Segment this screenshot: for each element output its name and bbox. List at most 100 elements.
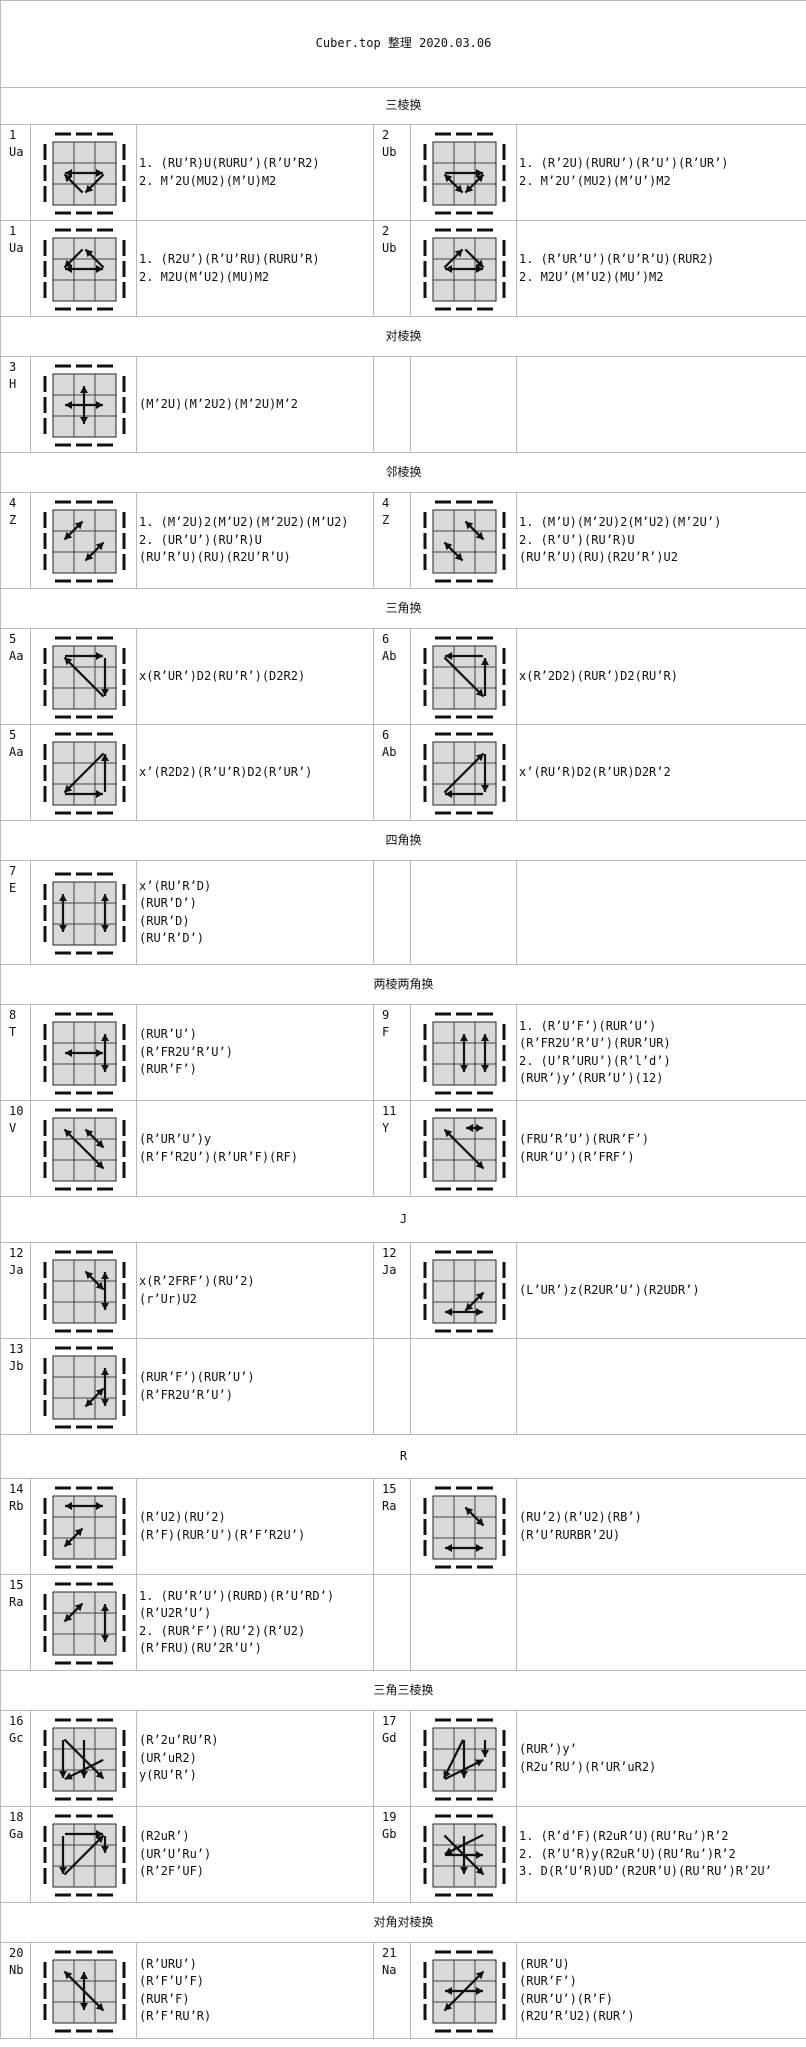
section-row: 对棱换 [0,316,806,357]
algorithm-line: (r’Ur)U2 [139,1291,197,1306]
case-id-cell: 12 Ja [373,1242,411,1339]
arrow-head [79,385,88,393]
algorithm-line: (UR’U’Ru’) [139,1846,212,1861]
arrow-head [100,1398,109,1406]
case-number: 21 [382,1946,397,1960]
case-number: 15 [382,1482,397,1496]
arrow-head [475,259,484,268]
move-arrow [443,752,484,793]
algorithm-line: (R’U2)(RU’2) [139,1510,226,1525]
algorithm-line: (R’FRU)(RU’2R’U’) [139,1640,262,1655]
algorithm-line: (RUR’U’)(R’FRF’) [519,1149,635,1164]
arrow-head [454,552,463,561]
case-row: 1 Ua 1. (R2U’)(R’U’RU)(RURU’R) 2. M2U(M’U2)… [0,220,806,317]
case-row: 10 V (R’UR’U’)y (R’F’R2U’)(R’UR’F)(RF) 11 Y (F… [0,1100,806,1197]
cube-diagram-h [43,364,125,446]
case-algorithm-cell: 1. (R’U’F’)(RUR’U’) (R’FR2U’R’U’)(RUR’UR)… [516,1004,806,1101]
arrow-head [459,1866,468,1874]
arrow-head [459,1064,468,1072]
arrow-head [475,1517,484,1526]
arrow-head [64,1771,73,1780]
case-algorithm-cell: 1. (R’2U)(RURU’)(R’U’)(R’UR’) 2. M’2U’(MU… [516,124,806,221]
case-name: Gd [382,1731,397,1746]
case-id-cell: 5 Aa [0,724,31,821]
case-name: Ga [9,1827,24,1842]
case-id-cell: 15 Ra [0,1574,31,1671]
case-diagram-cell [30,860,137,965]
arrow-head [95,541,104,550]
case-algorithm-cell: (RU’2)(R’U2)(RB’) (R’U’RURBR’2U) [516,1478,806,1575]
cube-face [52,1259,116,1323]
arrow-head [454,248,463,257]
case-number: 10 [9,1104,24,1118]
arrow-head [74,1527,83,1536]
arrow-head [63,1538,72,1547]
arrow-head [475,1543,483,1552]
case-diagram-cell [410,1806,517,1903]
cube-diagram-y [423,1108,505,1190]
case-number: 12 [382,1246,397,1260]
case-name: Ja [9,1263,24,1278]
section-row: J [0,1196,806,1243]
case-diagram-cell [410,1100,517,1197]
arrow-head [58,924,67,932]
case-algorithm-cell [516,860,806,965]
arrow-head [100,753,109,761]
arrow-head [475,173,484,182]
case-number: 17 [382,1714,397,1728]
algorithm-line: (R2U’R’U2)(RUR’) [519,2008,635,2023]
case-row: 5 Aa x(R’UR’)D2(RU’R’)(D2R2) 6 Ab x(R’2D2)(RU… [0,628,806,725]
case-row: 20 Nb (R’URU’) (R’F’U’F) (RUR’F) (R’F’RU’R) 21… [0,1942,806,2039]
arrow-head [95,1160,104,1169]
cube-diagram-aa1 [43,636,125,718]
algorithm-line: (RUR’U’)(R’F) [519,1991,613,2006]
case-number: 11 [382,1104,397,1118]
cube-face [52,1117,116,1181]
case-name: Ra [9,1595,24,1610]
algorithm-line: (R’F’U’F) [139,1974,205,1989]
cube-diagram-gd [423,1718,505,1800]
case-algorithm-cell [516,1338,806,1435]
arrow-head [100,1845,109,1853]
case-row: 16 Gc (R’2u’RU’R) (UR’uR2) y(RU’R’) 17 Gd (RUR’… [0,1710,806,1807]
cube-diagram-rb [43,1486,125,1568]
case-number: 12 [9,1246,24,1260]
case-id-cell: 6 Ab [373,628,411,725]
case-diagram-cell [30,492,137,589]
case-number: 20 [9,1946,24,1960]
case-row: 14 Rb (R’U2)(RU’2) (R’F)(RUR’U’)(R’F’R2U’) 1… [0,1478,806,1575]
section-title: R [0,1434,806,1479]
case-algorithm-cell: x’(R2D2)(R’U’R)D2(R’UR’) [136,724,374,821]
algorithm-line: 1. (M’2U)2(M’U2)(M’2U2)(M’U2) [139,515,349,530]
section-title: 对棱换 [0,316,806,357]
case-name: Gc [9,1731,24,1746]
section-title: J [0,1196,806,1243]
arrow-head [475,688,484,697]
case-diagram-cell [30,124,137,221]
case-id-cell: 2 Ub [373,220,411,317]
arrow-head [64,168,72,177]
move-arrow [63,1128,104,1169]
arrow-head [95,651,103,660]
case-row: 18 Ga (R2uR’) (UR’U’Ru’) (R’2F’UF) 19 Gb 1. (R’… [0,1806,806,1903]
arrow-head [95,1048,103,1057]
cube-diagram-z1 [43,500,125,582]
arrow-head [63,1128,72,1137]
case-row: 5 Aa x’(R2D2)(R’U’R)D2(R’UR’) 6 Ab x’(RU’R)D2… [0,724,806,821]
case-diagram-cell [30,356,137,453]
arrow-head [100,1634,109,1642]
algorithm-line: 1. (R’UR’U’)(R’U’R’U)(RUR2) [519,252,715,267]
case-id-cell: 18 Ga [0,1806,31,1903]
arrow-head [95,400,103,409]
case-algorithm-cell: (RUR’U’) (R’FR2U’R’U’) (RUR’F’) [136,1004,374,1101]
case-algorithm-cell: (R’URU’) (R’F’U’F) (RUR’F) (R’F’RU’R) [136,1942,374,2039]
case-diagram-cell [410,1004,517,1101]
arrow-head [475,1291,484,1300]
move-arrow [443,656,484,697]
case-name: Ab [382,649,397,664]
arrow-head [475,264,483,273]
arrow-head [79,2002,88,2010]
